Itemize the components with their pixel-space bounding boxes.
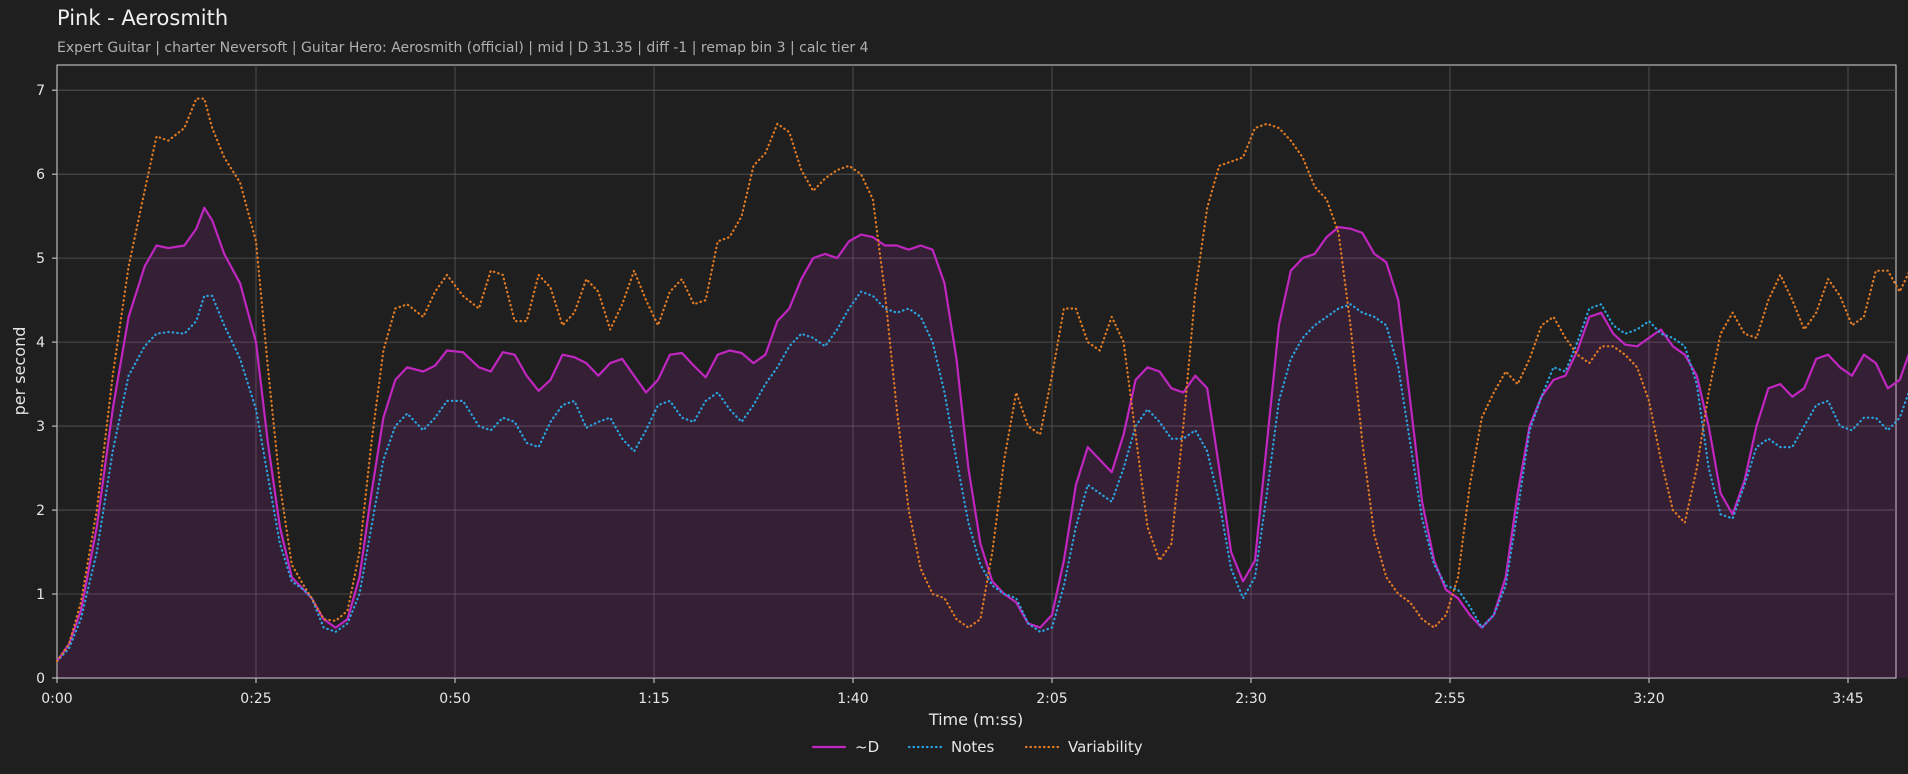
x-tick-label: 3:20	[1633, 691, 1664, 707]
plot-background	[56, 64, 1897, 679]
series-area	[57, 207, 1908, 678]
x-tick-label: 3:45	[1832, 691, 1863, 707]
series-lines	[55, 97, 1908, 663]
y-tick-label: 7	[36, 83, 45, 99]
y-axis-label: per second	[10, 327, 29, 416]
x-tick-label: 2:05	[1036, 691, 1067, 707]
y-tick-label: 3	[36, 419, 45, 435]
x-tick-label: 0:00	[41, 691, 72, 707]
y-tick-label: 1	[36, 587, 45, 603]
x-tick-label: 0:50	[439, 691, 470, 707]
series-fill-area	[57, 207, 1908, 678]
x-tick-label: 1:40	[837, 691, 868, 707]
x-tick-label: 2:55	[1434, 691, 1465, 707]
y-tick-label: 6	[36, 167, 45, 183]
x-axis-label: Time (m:ss)	[928, 710, 1023, 729]
x-tick-label: 2:30	[1235, 691, 1266, 707]
x-axis-ticks: 0:00 0:25 0:50 1:15 1:40 2:05 2:30 2:55 3:20 3:45	[41, 678, 1864, 707]
chart-subtitle: Expert Guitar | charter Neversoft | Guit…	[57, 40, 869, 56]
chart-title: Pink - Aerosmith	[57, 6, 229, 30]
x-tick-label: 0:25	[240, 691, 271, 707]
y-axis-ticks: 0 1 2 3 4 5 6 7	[36, 83, 57, 687]
legend-label: Notes	[951, 738, 995, 756]
series-line	[55, 206, 1908, 663]
y-tick-label: 5	[36, 251, 45, 267]
y-tick-label: 4	[36, 335, 45, 351]
y-tick-label: 0	[36, 671, 45, 687]
legend: ~D Notes Variability	[811, 738, 1143, 756]
legend-label: Variability	[1068, 738, 1143, 756]
y-tick-label: 2	[36, 503, 45, 519]
x-tick-label: 1:15	[638, 691, 669, 707]
legend-label: ~D	[855, 738, 879, 756]
